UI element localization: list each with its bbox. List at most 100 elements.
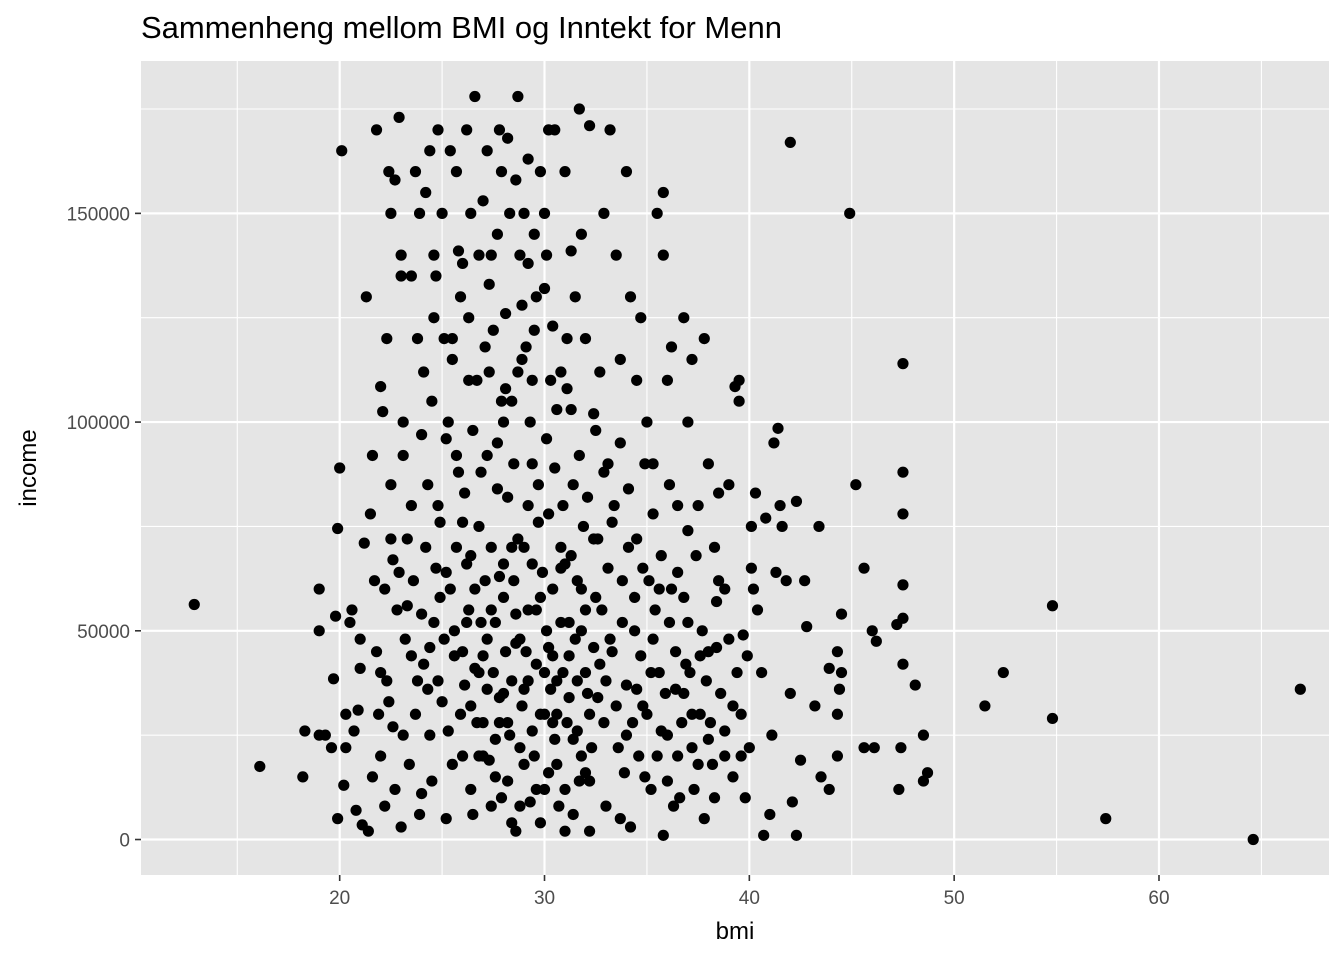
data-point bbox=[375, 666, 387, 679]
data-point bbox=[377, 406, 389, 418]
data-point bbox=[733, 395, 745, 407]
data-point bbox=[858, 742, 870, 754]
data-point bbox=[692, 758, 704, 770]
data-point bbox=[440, 566, 452, 578]
data-point bbox=[340, 742, 352, 754]
data-point bbox=[684, 666, 696, 679]
data-point bbox=[526, 558, 538, 570]
data-point bbox=[340, 708, 352, 720]
data-point bbox=[737, 629, 749, 641]
data-point bbox=[446, 758, 458, 770]
data-point bbox=[461, 124, 473, 136]
y-tick-label: 150000 bbox=[67, 204, 130, 225]
data-point bbox=[549, 462, 561, 474]
data-point bbox=[790, 829, 803, 841]
data-point bbox=[573, 449, 585, 462]
data-point bbox=[602, 562, 614, 574]
data-point bbox=[375, 381, 387, 393]
data-point bbox=[395, 821, 407, 833]
data-point bbox=[629, 625, 641, 637]
data-point bbox=[254, 760, 266, 773]
data-point bbox=[430, 270, 442, 282]
data-point bbox=[657, 829, 669, 841]
data-point bbox=[409, 708, 422, 720]
data-point bbox=[493, 570, 506, 583]
data-point bbox=[708, 541, 721, 553]
data-point bbox=[583, 120, 596, 132]
data-point bbox=[676, 717, 688, 729]
data-point bbox=[448, 625, 460, 637]
data-point bbox=[735, 750, 747, 762]
data-point bbox=[350, 804, 362, 816]
x-tick-label: 60 bbox=[1148, 888, 1169, 909]
data-point bbox=[1294, 683, 1306, 695]
data-point bbox=[616, 575, 628, 587]
data-point bbox=[432, 499, 444, 512]
data-point bbox=[485, 604, 497, 616]
data-point bbox=[540, 433, 553, 445]
data-point bbox=[477, 650, 489, 662]
data-point bbox=[604, 633, 616, 645]
data-point bbox=[422, 479, 434, 491]
data-point bbox=[545, 683, 557, 695]
data-point bbox=[471, 717, 483, 729]
data-point bbox=[489, 616, 501, 629]
data-point bbox=[454, 291, 467, 303]
data-point bbox=[639, 771, 651, 783]
data-point bbox=[608, 499, 620, 512]
data-point bbox=[450, 449, 463, 462]
data-point bbox=[823, 662, 835, 674]
data-point bbox=[801, 621, 813, 633]
data-point bbox=[682, 616, 694, 629]
data-point bbox=[495, 792, 508, 804]
y-axis-title: income bbox=[15, 429, 42, 506]
data-point bbox=[549, 124, 561, 136]
data-point bbox=[477, 195, 489, 207]
data-point bbox=[469, 583, 481, 595]
data-point bbox=[383, 696, 395, 708]
data-point bbox=[362, 825, 374, 837]
data-point bbox=[547, 650, 559, 662]
data-point bbox=[383, 166, 395, 178]
data-point bbox=[850, 479, 862, 491]
data-point bbox=[569, 633, 581, 645]
data-point bbox=[387, 554, 399, 566]
data-point bbox=[719, 725, 731, 737]
data-point bbox=[520, 646, 532, 658]
data-point bbox=[504, 207, 516, 219]
data-point bbox=[463, 374, 475, 386]
data-point bbox=[391, 604, 403, 616]
data-point bbox=[493, 124, 506, 136]
data-point bbox=[444, 145, 456, 157]
data-point bbox=[631, 374, 643, 386]
data-point bbox=[543, 508, 555, 520]
data-point bbox=[866, 625, 878, 637]
data-point bbox=[534, 591, 547, 604]
data-point bbox=[405, 650, 417, 662]
data-point bbox=[559, 558, 571, 570]
data-point bbox=[588, 641, 600, 654]
data-point bbox=[481, 683, 493, 695]
data-point bbox=[917, 729, 930, 741]
data-point bbox=[702, 458, 714, 470]
data-point bbox=[672, 566, 684, 578]
data-point bbox=[739, 792, 751, 804]
data-point bbox=[475, 616, 487, 629]
data-point bbox=[694, 708, 706, 720]
data-point bbox=[454, 708, 467, 720]
data-point bbox=[624, 291, 637, 303]
data-point bbox=[459, 487, 471, 499]
data-point bbox=[661, 374, 674, 386]
data-point bbox=[397, 449, 409, 462]
data-point bbox=[545, 374, 557, 386]
data-point bbox=[375, 750, 387, 762]
data-point bbox=[577, 520, 590, 533]
data-point bbox=[784, 687, 796, 700]
data-point bbox=[485, 541, 497, 553]
data-point bbox=[428, 616, 440, 629]
data-point bbox=[635, 650, 647, 662]
data-point bbox=[573, 103, 585, 115]
data-point bbox=[354, 662, 366, 674]
data-point bbox=[471, 374, 483, 386]
data-point bbox=[411, 332, 424, 345]
